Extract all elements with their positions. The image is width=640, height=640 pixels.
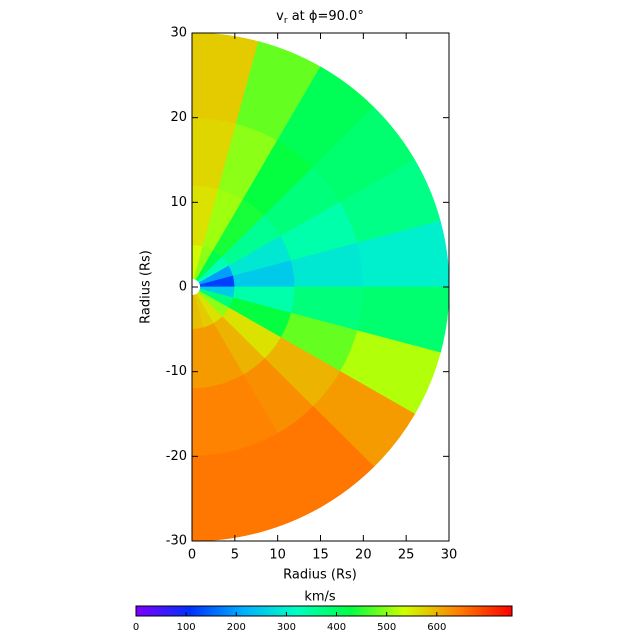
y-tick-label: -10 [166,364,187,379]
colorbar-tick-label: 300 [277,622,296,633]
colorbar-tick-label: 500 [377,622,396,633]
y-tick-label: 10 [170,195,187,210]
y-tick-label: -20 [166,449,187,464]
x-tick-label: 25 [398,548,415,563]
colorbar-tick-label: 100 [177,622,196,633]
colorbar [135,605,513,617]
y-tick-label: 20 [170,110,187,125]
chart-title: vr at ϕ=90.0° [276,9,364,26]
colorbar-tick-label: 400 [327,622,346,633]
x-tick-label: 30 [441,548,458,563]
colorbar-tick-label: 600 [427,622,446,633]
y-tick-label: 30 [170,26,187,41]
y-axis-label: Radius (Rs) [139,250,154,324]
y-tick-label: -30 [166,534,187,549]
heatmap [191,32,450,542]
colorbar-label: km/s [304,590,336,605]
title-symbol: v [276,9,284,24]
x-tick-label: 0 [188,548,196,563]
x-axis-label: Radius (Rs) [283,568,357,583]
x-tick-label: 5 [231,548,239,563]
x-tick-label: 20 [355,548,372,563]
title-text: at ϕ=90.0° [288,9,364,24]
colorbar-tick-label: 200 [227,622,246,633]
x-tick-label: 10 [269,548,286,563]
y-tick-label: 0 [179,280,187,295]
x-tick-label: 15 [312,548,329,563]
colorbar-tick-label: 0 [133,622,139,633]
title-subscript: r [284,16,288,26]
